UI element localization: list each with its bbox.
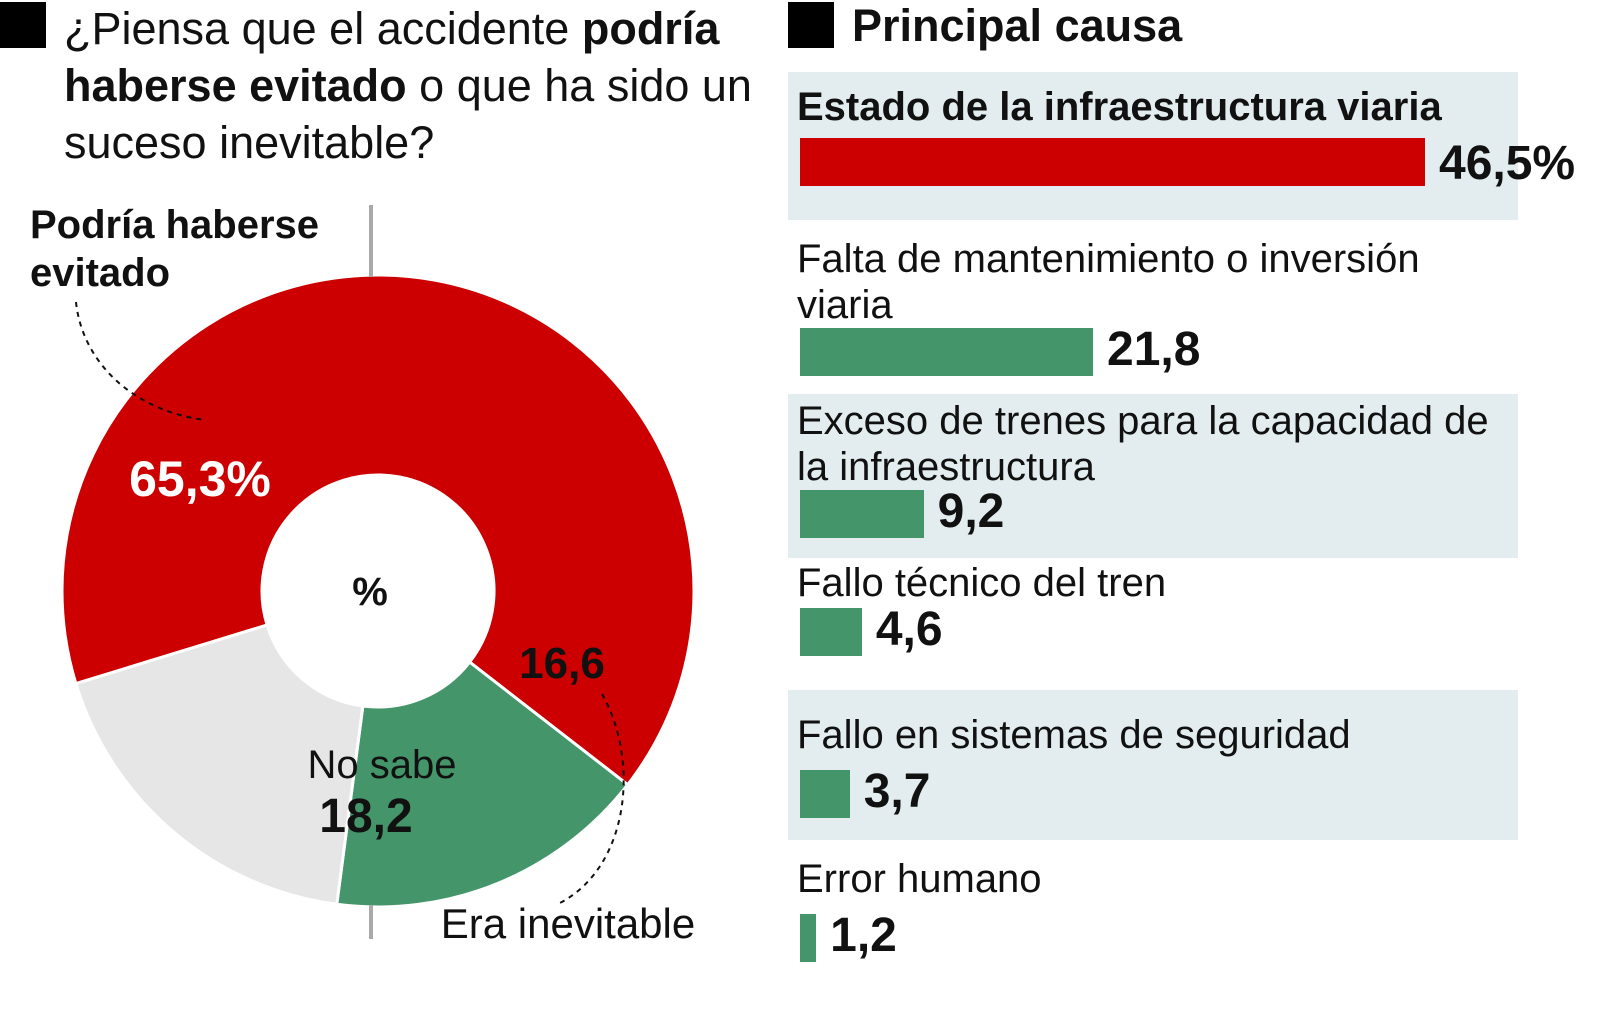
cause-label: Error humano	[797, 857, 1042, 901]
leader-line-evitado	[75, 301, 206, 421]
cause-value-label: 4,6	[875, 603, 943, 656]
cause-label: Falta de mantenimiento o inversión viari…	[797, 237, 1420, 327]
cause-row: Estado de la infraestructura viaria 46,5%	[788, 72, 1575, 220]
cause-label: Fallo en sistemas de seguridad	[797, 713, 1351, 757]
pie-value-label-inevitable: 16,6	[519, 639, 605, 688]
bar-chart-title: Principal causa	[852, 0, 1183, 51]
cause-value-label: 21,8	[1107, 323, 1201, 376]
pie-title-part1: ¿Piensa que el accidente	[64, 3, 582, 54]
cause-bar	[800, 770, 850, 818]
cause-row: Error humano 1,2	[788, 840, 1518, 970]
cause-bar	[800, 608, 862, 656]
cause-bar	[800, 138, 1425, 186]
pie-slice-no-sabe	[74, 623, 365, 906]
cause-value-label: 1,2	[830, 909, 897, 962]
pie-name-label-inevitable: Era inevitable	[441, 900, 695, 947]
pie-value-label-evitado: 65,3%	[129, 451, 271, 507]
cause-bar	[800, 490, 924, 538]
pie-name-label-no-sabe: No sabe	[308, 743, 457, 787]
pie-slice-podr-a-haberse-evitado	[60, 273, 696, 787]
cause-bar	[800, 328, 1093, 376]
title-marker-right	[788, 2, 834, 48]
cause-label: Fallo técnico del tren	[797, 561, 1167, 605]
pie-name-label-evitado: Podría haberse evitado	[30, 203, 319, 295]
title-marker-left	[0, 2, 46, 48]
donut-chart: % 65,3% Podría haberse evitado 16,6 Era inevi…	[30, 203, 696, 947]
cause-row: Falta de mantenimiento o inversión viari…	[788, 222, 1518, 392]
cause-label: Exceso de trenes para la capacidad de la…	[797, 399, 1489, 489]
cause-row: Fallo técnico del tren 4,6	[788, 560, 1518, 690]
center-percent-label: %	[352, 570, 388, 614]
cause-row: Fallo en sistemas de seguridad 3,7	[788, 690, 1518, 840]
cause-value-label: 3,7	[863, 765, 931, 818]
cause-value-label: 46,5%	[1439, 137, 1576, 190]
leader-line-inevitable	[555, 693, 625, 906]
pie-title-bold: podría haberse evitado	[64, 3, 720, 111]
cause-label: Estado de la infraestructura viaria	[797, 85, 1442, 129]
cause-bar	[800, 914, 817, 962]
cause-row: Exceso de trenes para la capacidad de la…	[788, 394, 1518, 558]
pie-title: ¿Piensa que el accidente podría haberse …	[64, 0, 764, 171]
pie-value-label-no-sabe: 18,2	[319, 790, 412, 843]
pie-title-part3: o que ha sido un suceso inevitable?	[64, 60, 752, 168]
cause-value-label: 9,2	[937, 485, 1005, 538]
